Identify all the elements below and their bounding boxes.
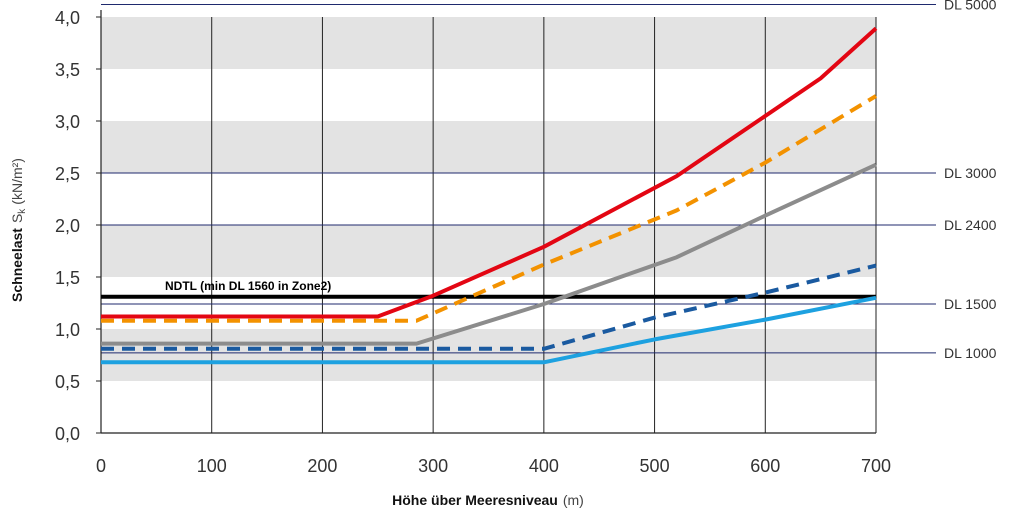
y-axis-title-symbol: S <box>9 214 25 223</box>
y-tick-label: 0,0 <box>55 424 80 444</box>
y-tick-label: 3,5 <box>55 60 80 80</box>
y-axis-title-subscript: k <box>17 208 28 214</box>
series-line <box>101 162 877 346</box>
y-tick-label: 1,0 <box>55 320 80 340</box>
x-tick-label: 400 <box>529 456 559 476</box>
x-axis-title: Höhe über Meeresniveau (m) <box>392 492 584 508</box>
reference-line-label: DL 5000 <box>944 0 997 13</box>
y-axis-title-main: Schneelast <box>9 228 25 302</box>
x-tick-label: 300 <box>418 456 448 476</box>
y-tick-label: 1,5 <box>55 268 80 288</box>
reference-lines: DL 5000 DL 3000 DL 2400 DL 1500 DL 1000 <box>101 0 997 361</box>
y-axis-title: Schneelast Sk (kN/m²) <box>9 158 28 302</box>
reference-line-label: DL 1500 <box>944 296 997 312</box>
grey-band <box>101 329 876 381</box>
y-tick-label: 2,0 <box>55 216 80 236</box>
y-tick-label: 4,0 <box>55 8 80 28</box>
series-line <box>101 26 878 319</box>
reference-line-label: DL 2400 <box>944 217 997 233</box>
x-tick-label: 100 <box>197 456 227 476</box>
ndtl-annotation: NDTL (min DL 1560 in Zone2) <box>165 279 331 293</box>
y-tick-label: 3,0 <box>55 112 80 132</box>
x-tick-label: 0 <box>96 456 106 476</box>
series-group <box>101 26 878 365</box>
x-tick-label: 500 <box>640 456 670 476</box>
reference-line-label: DL 1000 <box>944 345 997 361</box>
series-line <box>101 295 877 365</box>
reference-line-label: DL 3000 <box>944 165 997 181</box>
x-tick-label: 200 <box>307 456 337 476</box>
x-axis-title-main: Höhe über Meeresniveau <box>392 492 558 508</box>
y-tick-label: 2,5 <box>55 164 80 184</box>
series-line <box>101 94 878 323</box>
x-tick-label: 700 <box>861 456 891 476</box>
series-line <box>101 263 877 351</box>
y-tick-label: 0,5 <box>55 372 80 392</box>
grey-band <box>101 17 876 69</box>
x-axis-title-unit: (m) <box>563 492 584 508</box>
grey-band <box>101 225 876 277</box>
grey-band <box>101 121 876 173</box>
x-tick-label: 600 <box>750 456 780 476</box>
tick-labels: 0 100 200 300 400 500 600 700 0,0 0,5 1,0 1,5 2,0 2,5… <box>55 8 891 476</box>
background-bands <box>101 17 876 381</box>
y-axis-title-unit: (kN/m²) <box>9 158 25 205</box>
